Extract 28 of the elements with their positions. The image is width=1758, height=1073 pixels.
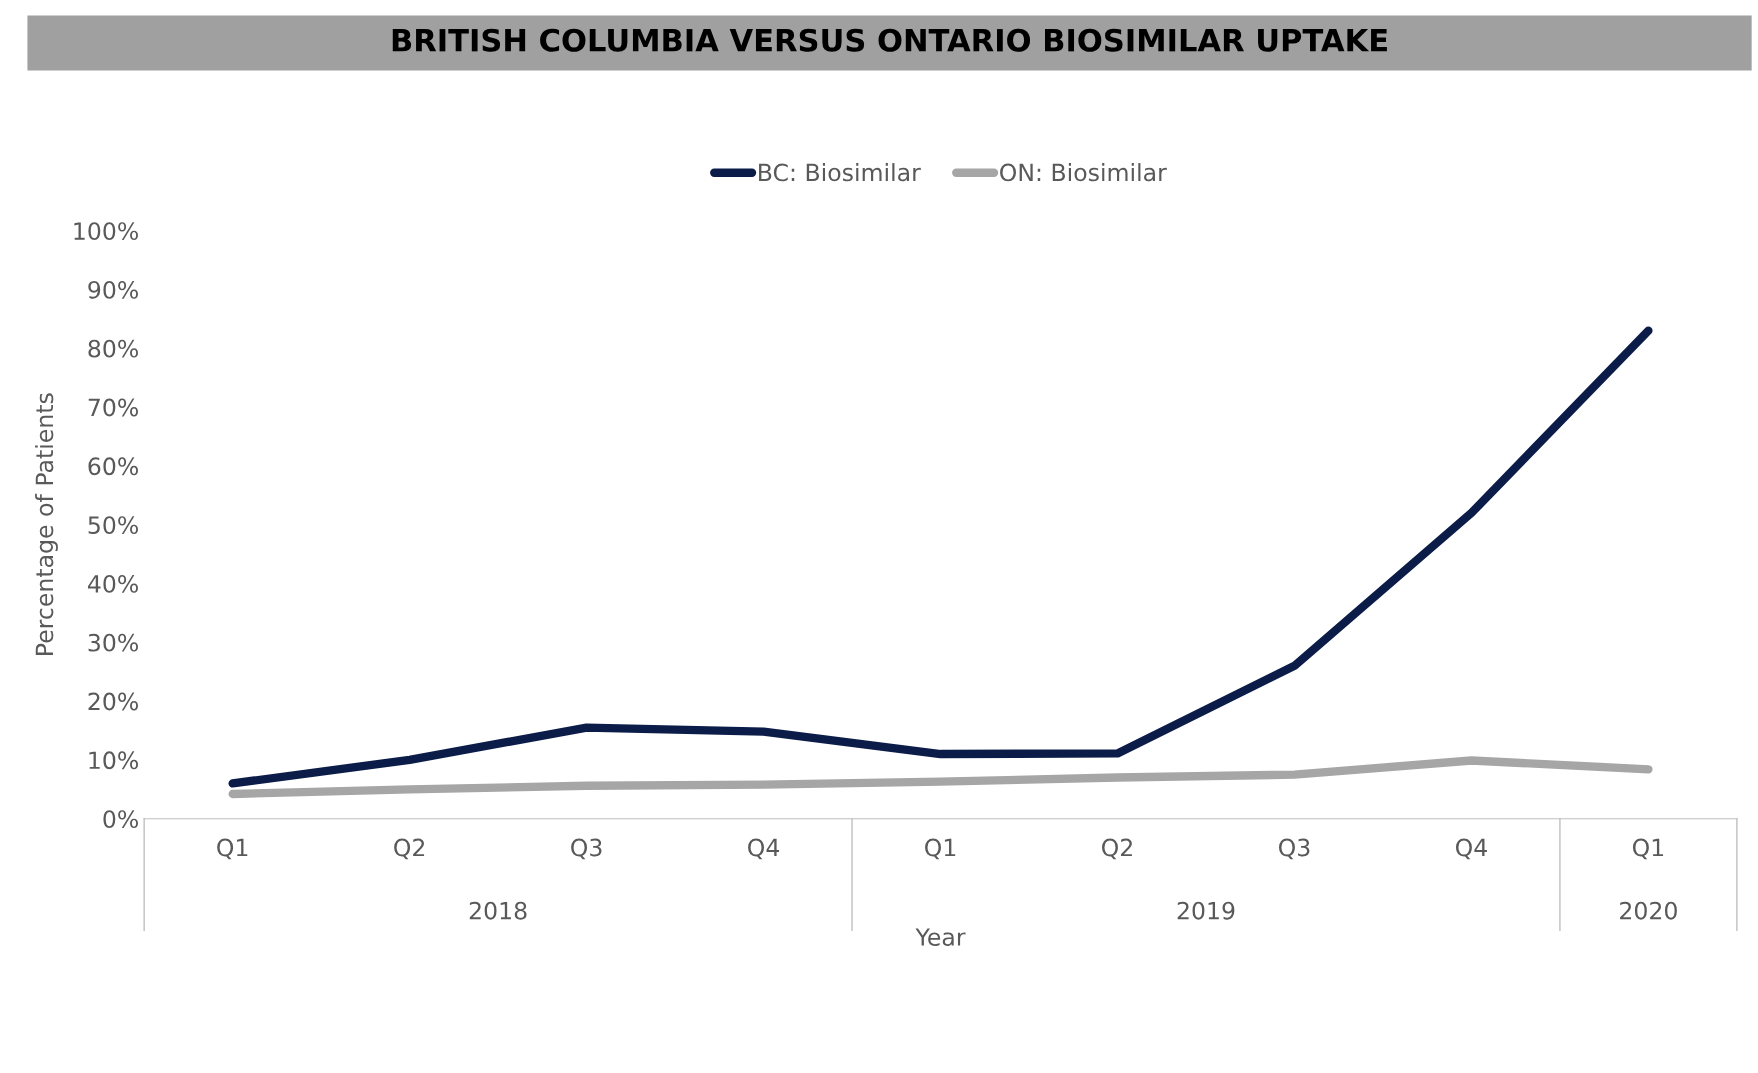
x-axis-title: Year [915, 928, 966, 946]
text: 2020 [1620, 901, 1677, 920]
x-tick-label: Q4 [748, 838, 780, 860]
y-tick-label: 90% [88, 280, 138, 299]
y-axis-title: Percentage of Patients [35, 393, 58, 655]
legend-label: ON: Biosimilar [1000, 163, 1167, 182]
y-tick-label: 40% [87, 574, 138, 593]
y-tick-label: 60% [88, 457, 138, 476]
y-tick-label: 0% [103, 810, 138, 829]
y-tick-label: 50% [88, 516, 138, 534]
y-tick-label: 100% [74, 222, 138, 240]
x-tick-label: Q3 [1278, 838, 1310, 860]
text: 2019 [1177, 901, 1235, 920]
x-tick-label: Q4 [1455, 838, 1487, 860]
x-tick-label: Q2 [1102, 838, 1132, 860]
chart-title: BRITISH COLUMBIA VERSUS ONTARIO BIOSIMILAR UPTAKE [392, 28, 1387, 52]
y-tick-label: 20% [88, 692, 138, 711]
x-tick-label: Q1 [925, 838, 956, 860]
y-tick-label: 80% [88, 339, 138, 358]
y-tick-label: 10% [89, 751, 138, 770]
x-tick-label: Q2 [394, 838, 425, 860]
text: 2018 [469, 901, 527, 920]
x-tick-label: Q1 [217, 838, 248, 860]
x-tick-label: Q3 [571, 838, 602, 860]
x-tick-label: Q1 [1632, 838, 1664, 860]
y-tick-label: 30% [88, 633, 138, 652]
y-tick-label: 70% [88, 398, 138, 417]
legend-label: BC: Biosimilar [759, 163, 921, 182]
